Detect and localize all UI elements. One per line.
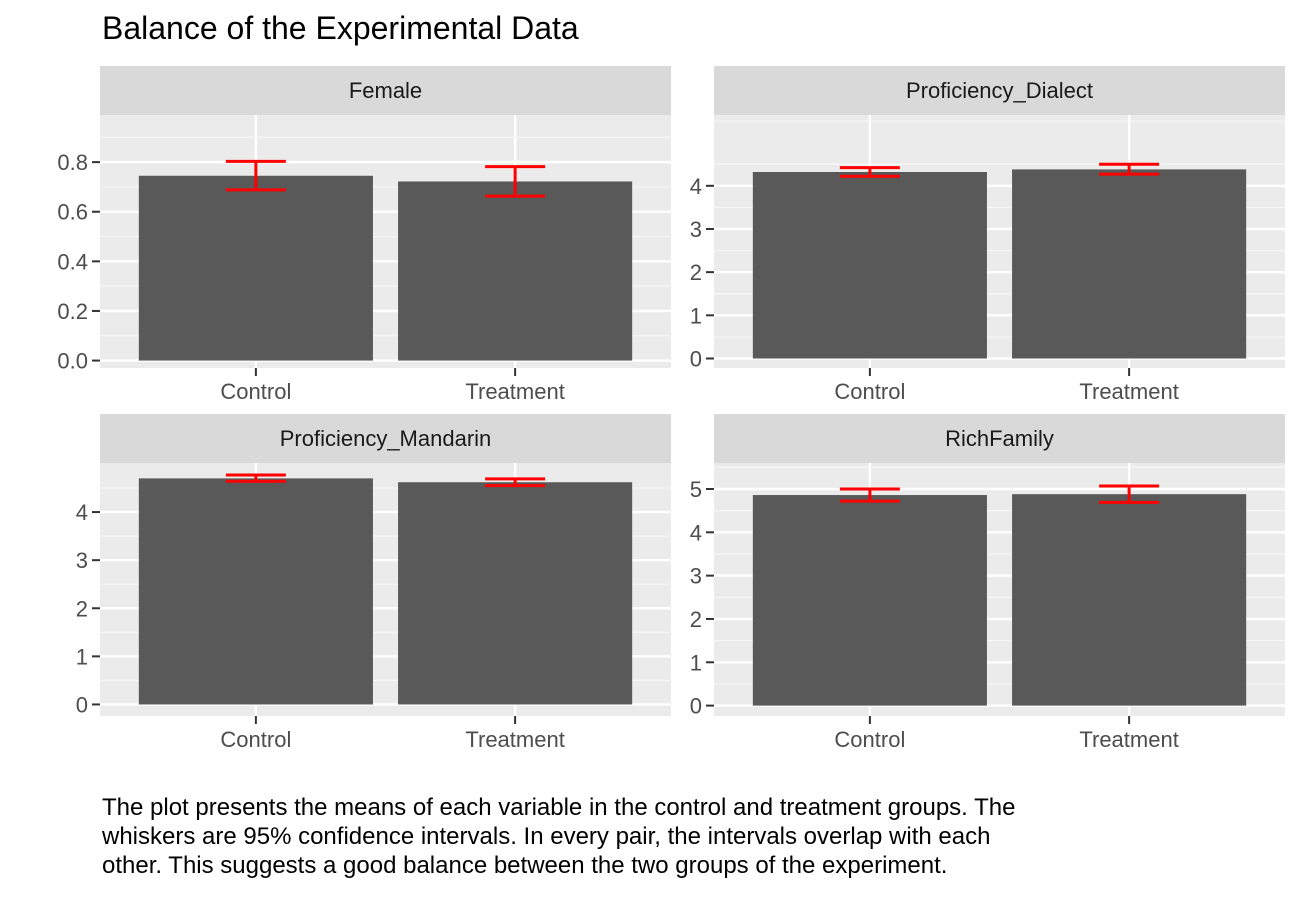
bar-treatment <box>398 482 633 705</box>
facet-strip <box>714 414 1285 463</box>
x-tick-label: Treatment <box>465 727 564 752</box>
y-tick-label: 1 <box>690 650 702 675</box>
y-tick-label: 4 <box>690 520 702 545</box>
figure-caption: The plot presents the means of each vari… <box>102 793 1252 880</box>
x-tick-label: Control <box>834 727 905 752</box>
y-tick-label: 2 <box>76 596 88 621</box>
facet-strip-label: RichFamily <box>945 426 1054 451</box>
y-tick-label: 5 <box>690 477 702 502</box>
bar-control <box>138 175 373 361</box>
bar-control <box>138 478 373 705</box>
caption-line: The plot presents the means of each vari… <box>102 794 1016 821</box>
facet-strip-label: Proficiency_Dialect <box>906 78 1093 103</box>
facet-strip <box>100 414 671 463</box>
y-tick-label: 0.0 <box>57 349 88 374</box>
bar-treatment <box>398 181 633 361</box>
x-tick-label: Control <box>220 379 291 404</box>
facet-strip-label: Proficiency_Mandarin <box>280 426 492 451</box>
y-tick-label: 2 <box>690 260 702 285</box>
y-tick-label: 1 <box>76 644 88 669</box>
x-tick-label: Treatment <box>1079 727 1178 752</box>
y-tick-label: 0 <box>690 694 702 719</box>
y-tick-label: 3 <box>690 564 702 589</box>
x-tick-label: Treatment <box>1079 379 1178 404</box>
x-tick-label: Control <box>220 727 291 752</box>
y-tick-label: 0 <box>690 347 702 372</box>
y-tick-label: 0 <box>76 692 88 717</box>
facet-panel-female: Female 0.0 0.2 0.4 0.6 0.8 Control Treatment <box>57 66 671 404</box>
x-tick-label: Treatment <box>465 379 564 404</box>
chart-title: Balance of the Experimental Data <box>102 10 579 46</box>
y-tick-label: 2 <box>690 607 702 632</box>
bar-treatment <box>1012 169 1247 359</box>
facet-panel-proficiency-mandarin: Proficiency_Mandarin 0 1 2 3 4 Control Treatmen… <box>76 414 671 752</box>
y-tick-label: 3 <box>690 217 702 242</box>
bar-control <box>752 171 987 359</box>
bar-treatment <box>1012 494 1247 706</box>
facet-strip <box>714 66 1285 115</box>
y-tick-label: 0.2 <box>57 299 88 324</box>
y-tick-label: 0.4 <box>57 249 88 274</box>
y-tick-label: 4 <box>76 500 88 525</box>
y-tick-label: 4 <box>690 174 702 199</box>
caption-line: whiskers are 95% confidence intervals. I… <box>102 823 991 850</box>
bar-control <box>752 495 987 706</box>
facet-strip <box>100 66 671 115</box>
caption-line: other. This suggests a good balance betw… <box>102 852 948 879</box>
y-tick-label: 0.8 <box>57 150 88 175</box>
x-tick-label: Control <box>834 379 905 404</box>
facet-strip-label: Female <box>349 78 422 103</box>
facet-panel-richfamily: RichFamily 0 1 2 3 4 5 Control Treatment <box>690 414 1285 752</box>
y-tick-label: 1 <box>690 303 702 328</box>
y-tick-label: 3 <box>76 548 88 573</box>
facet-panel-proficiency-dialect: Proficiency_Dialect 0 1 2 3 4 Control Treatment <box>690 66 1285 404</box>
y-tick-label: 0.6 <box>57 200 88 225</box>
